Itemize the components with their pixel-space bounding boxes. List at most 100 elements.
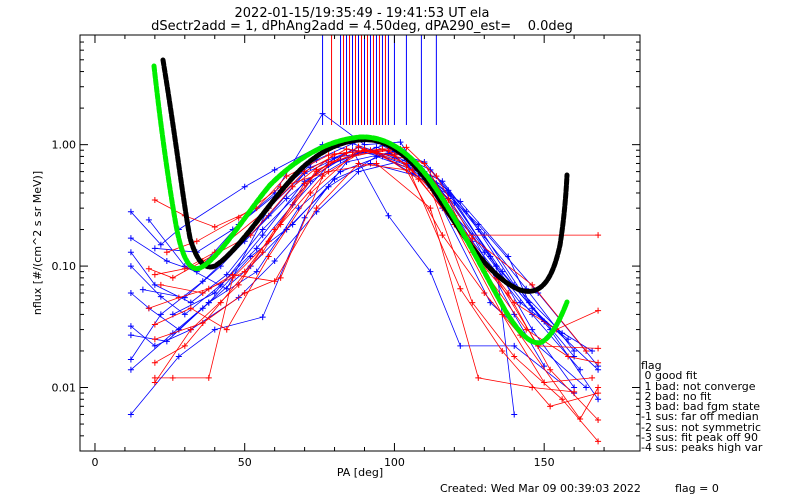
data-point <box>313 205 320 212</box>
data-point <box>595 396 602 403</box>
data-point <box>169 374 176 381</box>
data-point <box>175 353 182 360</box>
series-line-7 <box>130 148 599 367</box>
created-timestamp: Created: Wed Mar 09 00:39:03 2022 <box>440 482 641 495</box>
data-point <box>145 265 152 272</box>
data-point <box>241 183 248 190</box>
x-axis-label: PA [deg] <box>337 466 383 479</box>
data-point <box>313 166 320 173</box>
data-point <box>445 197 452 204</box>
data-point <box>253 245 260 252</box>
data-point <box>397 139 404 146</box>
data-point <box>205 285 212 292</box>
data-point <box>433 173 440 180</box>
data-point <box>427 268 434 275</box>
tick-layer: 0 50 100 150 0.01 0.10 1.00 <box>52 34 640 469</box>
data-point <box>223 326 230 333</box>
data-point <box>571 388 578 395</box>
data-point <box>583 347 590 354</box>
data-point <box>541 379 548 386</box>
series-line-13 <box>172 145 575 352</box>
series-line-20 <box>154 149 599 442</box>
data-point <box>151 342 158 349</box>
data-point <box>205 299 212 306</box>
data-point <box>439 232 446 239</box>
data-point <box>151 281 158 288</box>
data-point <box>571 353 578 360</box>
data-point <box>163 338 170 345</box>
data-point <box>469 235 476 242</box>
flag-legend-item: -2 sus: not symmetric <box>641 420 761 434</box>
data-point <box>163 249 170 256</box>
y-axis-label: nflux [#/(cm^2 s sr MeV)] <box>31 171 44 315</box>
data-point <box>145 305 152 312</box>
data-point <box>289 183 296 190</box>
flag-legend-item: -3 sus: fit peak off 90 <box>641 431 758 445</box>
data-point <box>271 226 278 233</box>
data-point <box>127 356 134 363</box>
data-point <box>403 166 410 173</box>
data-point <box>589 347 596 354</box>
data-point <box>547 403 554 410</box>
x-tick-label: 100 <box>384 456 405 469</box>
data-point <box>211 326 218 333</box>
data-point <box>457 342 464 349</box>
data-point <box>355 143 362 150</box>
data-point <box>457 285 464 292</box>
data-point <box>595 384 602 391</box>
y-tick-label: 0.10 <box>52 260 77 273</box>
data-point <box>235 214 242 221</box>
data-point <box>157 281 164 288</box>
data-point <box>127 263 134 270</box>
data-point <box>529 384 536 391</box>
data-point <box>181 265 188 272</box>
data-point <box>373 160 380 167</box>
data-point <box>217 299 224 306</box>
data-point <box>199 290 206 297</box>
data-point <box>481 249 488 256</box>
data-point <box>511 342 518 349</box>
data-point <box>265 212 272 219</box>
data-point <box>595 438 602 445</box>
data-point <box>175 294 182 301</box>
data-point <box>403 144 410 151</box>
data-point <box>409 166 416 173</box>
data-point <box>307 189 314 196</box>
data-point <box>151 271 158 278</box>
data-point <box>211 223 218 230</box>
data-point <box>529 326 536 333</box>
data-point <box>271 166 278 173</box>
data-point <box>595 359 602 366</box>
data-point <box>595 390 602 397</box>
series-line-23 <box>166 163 575 393</box>
flag-legend-title: flag <box>641 359 662 372</box>
series-group <box>127 110 602 445</box>
data-point <box>127 366 134 373</box>
data-point <box>475 374 482 381</box>
flag-legend-item: -1 sus: far off median <box>641 410 759 424</box>
data-point <box>151 336 158 343</box>
data-point <box>355 168 362 175</box>
data-point <box>187 326 194 333</box>
data-point <box>505 290 512 297</box>
data-point <box>211 290 218 297</box>
data-point <box>127 235 134 242</box>
data-point <box>529 281 536 288</box>
data-point <box>499 347 506 354</box>
data-point <box>499 268 506 275</box>
chart-subtitle: dSectr2add = 1, dPhAng2add = 4.50deg, dP… <box>151 19 573 34</box>
flag-legend-item: 0 good fit <box>641 369 698 383</box>
data-point <box>595 307 602 314</box>
data-point <box>403 160 410 167</box>
footer-flag: flag = 0 <box>675 482 719 495</box>
data-point <box>595 417 602 424</box>
flag-legend-item: 3 bad: bad fgm state <box>641 400 761 414</box>
data-point <box>199 278 206 285</box>
series-line-15 <box>148 148 599 279</box>
data-point <box>127 332 134 339</box>
data-point <box>469 299 476 306</box>
data-point <box>595 345 602 352</box>
fit-curve-black <box>160 57 570 294</box>
data-point <box>127 290 134 297</box>
data-point <box>193 238 200 245</box>
